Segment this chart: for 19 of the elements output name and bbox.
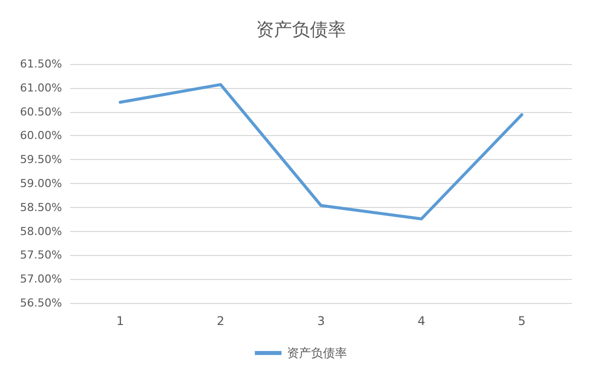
x-tick-label: 4 — [418, 314, 426, 328]
y-tick-label: 59.50% — [20, 153, 62, 166]
legend-label: 资产负债率 — [287, 346, 348, 360]
chart-title: 资产负债率 — [256, 20, 346, 40]
y-tick-label: 58.50% — [20, 200, 62, 214]
y-tick-label: 57.50% — [20, 248, 62, 262]
y-tick-label: 57.00% — [20, 272, 62, 286]
y-tick-label: 61.00% — [20, 81, 62, 94]
y-tick-label: 59.00% — [20, 177, 62, 190]
y-tick-label: 60.50% — [20, 105, 62, 118]
line-series — [118, 83, 524, 220]
x-tick-label: 5 — [518, 314, 526, 328]
x-tick-label: 3 — [317, 314, 325, 328]
x-tick-label: 2 — [216, 314, 224, 328]
y-tick-label: 61.50% — [20, 58, 62, 70]
y-tick-label: 58.00% — [20, 224, 62, 238]
x-tick-label: 1 — [116, 314, 124, 328]
y-tick-label: 60.00% — [20, 129, 62, 142]
y-tick-label: 56.50% — [20, 296, 62, 310]
